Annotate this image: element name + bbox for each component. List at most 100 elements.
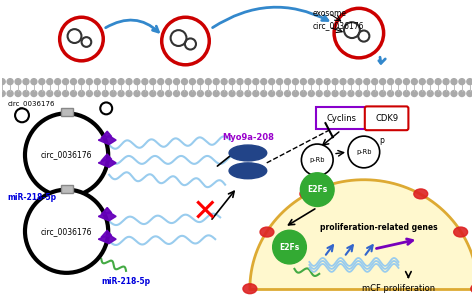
- Text: circ_0036176: circ_0036176: [41, 151, 92, 160]
- Text: E2Fs: E2Fs: [307, 185, 328, 194]
- Circle shape: [334, 8, 383, 58]
- Text: circ_0036176: circ_0036176: [312, 21, 364, 30]
- Circle shape: [467, 79, 473, 85]
- Circle shape: [205, 91, 211, 97]
- Circle shape: [229, 91, 235, 97]
- Circle shape: [395, 79, 401, 85]
- Polygon shape: [101, 208, 112, 214]
- Circle shape: [39, 79, 45, 85]
- Circle shape: [356, 79, 362, 85]
- Circle shape: [308, 91, 314, 97]
- Polygon shape: [101, 154, 112, 161]
- Circle shape: [39, 91, 45, 97]
- Circle shape: [269, 79, 274, 85]
- Circle shape: [253, 91, 259, 97]
- Circle shape: [47, 91, 53, 97]
- Circle shape: [182, 91, 187, 97]
- Circle shape: [23, 79, 29, 85]
- Circle shape: [261, 79, 267, 85]
- Text: miR-218-5p: miR-218-5p: [101, 277, 150, 286]
- Circle shape: [47, 79, 53, 85]
- Circle shape: [277, 79, 283, 85]
- Text: E2Fs: E2Fs: [279, 243, 300, 252]
- Circle shape: [15, 79, 21, 85]
- FancyBboxPatch shape: [61, 108, 73, 116]
- Circle shape: [158, 91, 164, 97]
- FancyBboxPatch shape: [61, 185, 73, 193]
- Circle shape: [158, 79, 164, 85]
- Circle shape: [237, 79, 243, 85]
- Circle shape: [86, 91, 92, 97]
- Circle shape: [31, 79, 37, 85]
- Circle shape: [94, 79, 100, 85]
- Ellipse shape: [414, 189, 428, 199]
- Circle shape: [118, 79, 124, 85]
- Circle shape: [443, 91, 449, 97]
- Circle shape: [292, 79, 299, 85]
- Circle shape: [142, 91, 148, 97]
- Circle shape: [292, 91, 299, 97]
- Circle shape: [419, 91, 425, 97]
- Circle shape: [411, 91, 417, 97]
- Circle shape: [102, 79, 108, 85]
- Circle shape: [63, 91, 69, 97]
- Polygon shape: [250, 180, 474, 289]
- Circle shape: [411, 79, 417, 85]
- Circle shape: [364, 91, 370, 97]
- Circle shape: [372, 91, 378, 97]
- Ellipse shape: [229, 145, 267, 161]
- Text: circ_0036176: circ_0036176: [41, 227, 92, 236]
- Circle shape: [269, 91, 274, 97]
- Circle shape: [277, 91, 283, 97]
- Circle shape: [301, 79, 306, 85]
- Circle shape: [25, 190, 108, 273]
- Circle shape: [7, 79, 13, 85]
- Text: proliferation-related genes: proliferation-related genes: [320, 223, 438, 232]
- Circle shape: [348, 79, 354, 85]
- Polygon shape: [98, 158, 116, 167]
- Circle shape: [63, 79, 69, 85]
- Circle shape: [427, 91, 433, 97]
- Circle shape: [435, 79, 441, 85]
- Ellipse shape: [243, 284, 257, 294]
- Circle shape: [316, 91, 322, 97]
- Text: Myo9a-208: Myo9a-208: [222, 133, 274, 142]
- Circle shape: [348, 91, 354, 97]
- Circle shape: [79, 91, 84, 97]
- Circle shape: [237, 91, 243, 97]
- Circle shape: [166, 79, 172, 85]
- Circle shape: [403, 91, 410, 97]
- Circle shape: [245, 79, 251, 85]
- Circle shape: [340, 91, 346, 97]
- Ellipse shape: [300, 189, 314, 199]
- Circle shape: [60, 17, 103, 61]
- Circle shape: [332, 91, 338, 97]
- Text: Cyclins: Cyclins: [326, 114, 356, 123]
- Circle shape: [221, 79, 227, 85]
- Circle shape: [380, 91, 386, 97]
- Circle shape: [443, 79, 449, 85]
- Circle shape: [451, 79, 457, 85]
- Circle shape: [150, 79, 156, 85]
- Circle shape: [190, 79, 195, 85]
- Ellipse shape: [454, 227, 467, 237]
- Circle shape: [213, 91, 219, 97]
- Circle shape: [221, 91, 227, 97]
- Circle shape: [364, 79, 370, 85]
- Circle shape: [459, 79, 465, 85]
- Circle shape: [134, 79, 140, 85]
- Circle shape: [427, 79, 433, 85]
- Circle shape: [94, 91, 100, 97]
- Polygon shape: [101, 131, 112, 138]
- Circle shape: [340, 79, 346, 85]
- Circle shape: [213, 79, 219, 85]
- Circle shape: [380, 79, 386, 85]
- Circle shape: [190, 91, 195, 97]
- Ellipse shape: [260, 227, 274, 237]
- Circle shape: [273, 230, 306, 264]
- Circle shape: [197, 79, 203, 85]
- Circle shape: [205, 79, 211, 85]
- Circle shape: [55, 79, 61, 85]
- Polygon shape: [98, 136, 116, 145]
- Circle shape: [126, 91, 132, 97]
